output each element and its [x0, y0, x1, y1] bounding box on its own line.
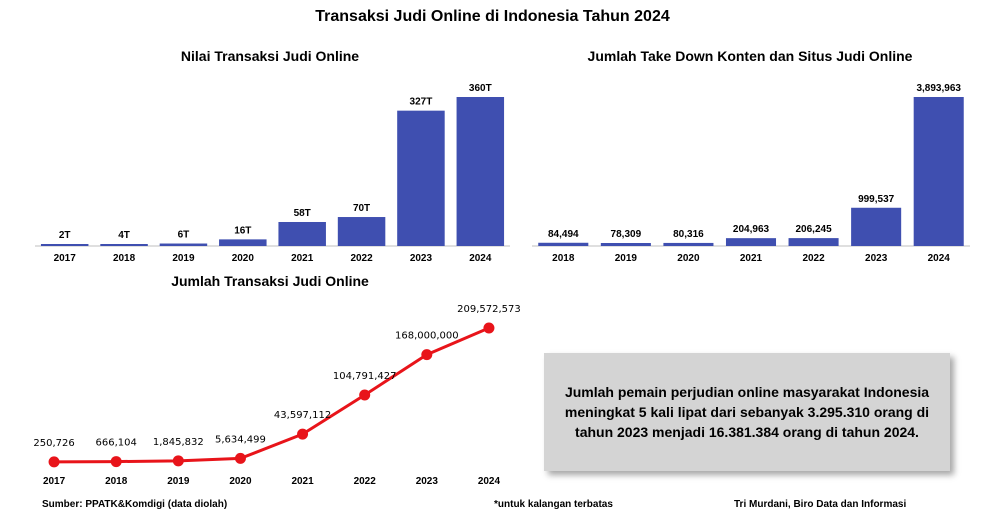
tick-label-2-2017: 2017: [43, 476, 66, 487]
data-label-1-2024: 3,893,963: [916, 83, 961, 94]
data-label-2-2018: 666,104: [96, 438, 137, 449]
data-label-2-2019: 1,845,832: [153, 437, 204, 448]
data-label-0-2020: 16T: [234, 225, 251, 236]
data-label-1-2021: 204,963: [733, 224, 770, 235]
chart-title-jumlah-transaksi: Jumlah Transaksi Judi Online: [171, 273, 369, 289]
data-label-2-2021: 43,597,112: [274, 410, 331, 421]
tick-label-2-2023: 2023: [416, 476, 439, 487]
chart-title-take-down: Jumlah Take Down Konten dan Situs Judi O…: [587, 48, 913, 64]
data-label-2-2017: 250,726: [33, 438, 74, 449]
tick-label-1-2019: 2019: [615, 253, 638, 264]
tick-label-1-2018: 2018: [552, 253, 575, 264]
tick-label-1-2020: 2020: [677, 253, 700, 264]
tick-label-2-2022: 2022: [354, 476, 377, 487]
tick-label-2-2018: 2018: [105, 476, 128, 487]
tick-label-2-2020: 2020: [229, 476, 252, 487]
data-label-1-2022: 206,245: [795, 224, 832, 235]
point-2020: [234, 452, 246, 464]
main-title: Transaksi Judi Online di Indonesia Tahun…: [315, 8, 670, 25]
data-label-0-2017: 2T: [59, 230, 71, 241]
bar-0-2019: [159, 243, 208, 246]
data-label-0-2018: 4T: [118, 230, 130, 241]
point-2022: [359, 389, 371, 401]
bar-1-2021: [725, 238, 777, 246]
tick-label-1-2024: 2024: [928, 253, 951, 264]
bar-1-2019: [600, 243, 651, 246]
tick-label-0-2023: 2023: [410, 253, 433, 264]
data-label-0-2019: 6T: [178, 230, 190, 241]
tick-label-0-2021: 2021: [291, 253, 314, 264]
bar-1-2023: [851, 207, 902, 246]
series-line-jumlah-transaksi: [54, 326, 490, 464]
bar-1-2020: [663, 242, 714, 246]
tick-label-2-2019: 2019: [167, 476, 190, 487]
bar-1-2024: [913, 97, 964, 246]
tick-label-0-2020: 2020: [232, 253, 255, 264]
data-label-2-2023: 168,000,000: [395, 331, 459, 342]
tick-label-2-2021: 2021: [291, 476, 314, 487]
bar-1-2018: [538, 242, 589, 246]
data-label-0-2023: 327T: [410, 97, 433, 108]
data-label-2-2020: 5,634,499: [215, 434, 266, 445]
remark-footnote: *untuk kalangan terbatas: [494, 499, 613, 510]
author-footnote: Tri Murdani, Biro Data dan Informasi: [734, 499, 907, 510]
data-label-2-2024: 209,572,573: [457, 304, 521, 315]
tick-label-0-2019: 2019: [172, 253, 195, 264]
tick-label-2-2024: 2024: [478, 476, 501, 487]
bar-0-2020: [219, 239, 267, 246]
point-2019: [172, 455, 184, 467]
bar-0-2022: [337, 217, 386, 246]
tick-label-1-2022: 2022: [802, 253, 825, 264]
point-2021: [297, 428, 309, 440]
bar-0-2021: [278, 221, 326, 246]
point-2018: [110, 456, 122, 468]
chart-title-nilai-transaksi: Nilai Transaksi Judi Online: [180, 48, 360, 64]
note-box: Jumlah pemain perjudian online masyaraka…: [544, 353, 950, 471]
data-label-1-2020: 80,316: [673, 229, 704, 240]
bar-0-2024: [456, 97, 505, 246]
data-label-2-2022: 104,791,427: [333, 371, 397, 382]
bar-0-2023: [397, 110, 445, 247]
data-label-0-2024: 360T: [469, 83, 492, 94]
data-label-0-2022: 70T: [353, 203, 370, 214]
tick-label-1-2023: 2023: [865, 253, 888, 264]
tick-label-0-2024: 2024: [469, 253, 492, 264]
note-text: Jumlah pemain perjudian online masyaraka…: [564, 384, 930, 440]
bar-0-2017: [40, 244, 89, 246]
point-2024: [483, 322, 495, 334]
tick-label-1-2021: 2021: [740, 253, 763, 264]
tick-label-0-2022: 2022: [350, 253, 373, 264]
tick-label-0-2017: 2017: [54, 253, 77, 264]
data-label-1-2018: 84,494: [548, 229, 579, 240]
point-2017: [48, 456, 60, 468]
point-2023: [421, 349, 433, 361]
data-label-1-2019: 78,309: [611, 229, 642, 240]
bar-0-2018: [100, 244, 148, 246]
bar-1-2022: [788, 238, 839, 246]
data-label-1-2023: 999,537: [858, 194, 895, 205]
source-footnote: Sumber: PPATK&Komdigi (data diolah): [42, 499, 228, 510]
data-label-0-2021: 58T: [294, 208, 311, 219]
tick-label-0-2018: 2018: [113, 253, 136, 264]
